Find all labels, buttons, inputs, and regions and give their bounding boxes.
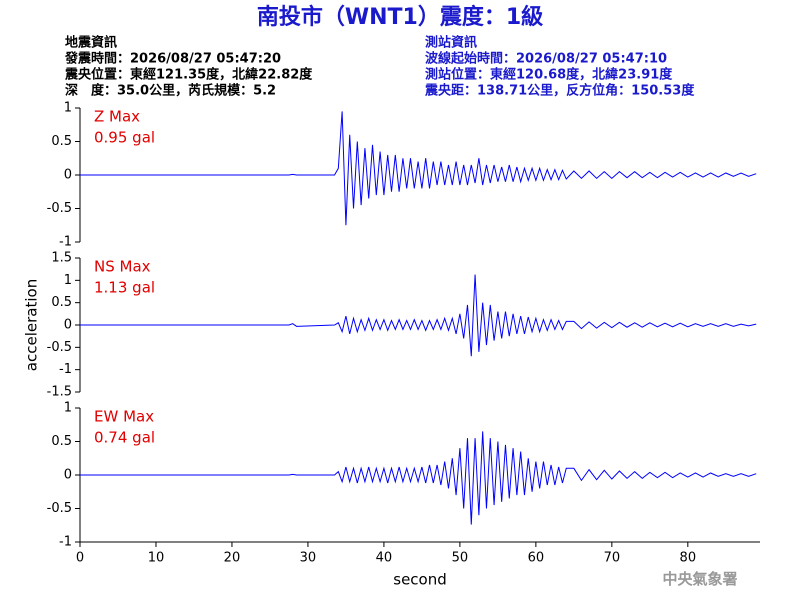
panel-title: Z Max [94, 108, 140, 126]
x-tick-label: 50 [452, 551, 469, 566]
x-tick-label: 60 [528, 551, 545, 566]
panel-title: NS Max [94, 258, 151, 276]
waveform [80, 431, 757, 525]
y-tick-label: -1.5 [47, 385, 72, 400]
x-tick-label: 20 [224, 551, 241, 566]
y-tick-label: 1 [64, 401, 72, 416]
panel-title: EW Max [94, 408, 154, 426]
x-tick-label: 30 [300, 551, 317, 566]
waveform [80, 111, 757, 226]
x-tick-label: 40 [376, 551, 393, 566]
info-right: 測站資訊 [425, 35, 477, 51]
y-tick-label: 1 [64, 101, 72, 116]
panel-annotation: 0.74 gal [94, 429, 155, 447]
y-axis-label: acceleration [23, 279, 41, 371]
x-tick-label: 10 [148, 551, 165, 566]
page-title: 南投市（WNT1）震度：1級 [257, 4, 543, 30]
y-tick-label: 1.5 [51, 251, 72, 266]
waveform [80, 274, 757, 357]
y-tick-label: -1 [59, 535, 72, 550]
y-tick-label: 0 [64, 168, 72, 183]
info-left: 發震時間：2026/08/27 05:47:20 [64, 51, 281, 67]
x-tick-label: 0 [76, 551, 84, 566]
info-right: 震央距：138.71公里，反方位角：150.53度 [424, 83, 695, 99]
y-tick-label: 0 [64, 318, 72, 333]
info-left: 地震資訊 [65, 35, 117, 51]
y-tick-label: 0.5 [51, 295, 72, 310]
y-tick-label: -1 [59, 362, 72, 377]
x-axis-label: second [393, 571, 447, 589]
x-tick-label: 70 [604, 551, 621, 566]
y-tick-label: -0.5 [47, 340, 72, 355]
info-right: 測站位置：東經120.68度，北緯23.91度 [425, 67, 673, 83]
y-tick-label: 0.5 [51, 134, 72, 149]
y-tick-label: 0 [64, 468, 72, 483]
y-tick-label: -0.5 [47, 501, 72, 516]
info-right: 波線起始時間：2026/08/27 05:47:10 [425, 51, 667, 67]
info-left: 深 度：35.0公里，芮氏規模：5.2 [65, 83, 276, 99]
info-left: 震央位置：東經121.35度，北緯22.82度 [64, 67, 313, 83]
y-tick-label: -0.5 [47, 201, 72, 216]
panel-annotation: 0.95 gal [94, 129, 155, 147]
footer-mark: 中央氣象署 [662, 570, 737, 588]
y-tick-label: -1 [59, 235, 72, 250]
panel-annotation: 1.13 gal [94, 279, 155, 297]
x-tick-label: 80 [680, 551, 697, 566]
y-tick-label: 0.5 [51, 434, 72, 449]
y-tick-label: 1 [64, 273, 72, 288]
